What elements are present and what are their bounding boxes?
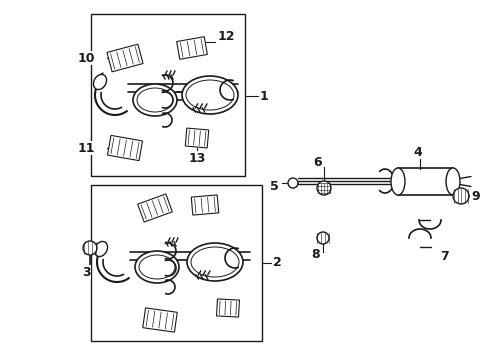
Circle shape <box>316 232 328 244</box>
Ellipse shape <box>133 84 177 116</box>
Circle shape <box>452 188 468 204</box>
Ellipse shape <box>137 88 173 112</box>
Polygon shape <box>185 128 208 148</box>
Polygon shape <box>176 37 207 59</box>
Ellipse shape <box>93 75 106 90</box>
Text: 13: 13 <box>188 152 205 165</box>
Text: 4: 4 <box>413 145 422 158</box>
Text: 10: 10 <box>77 51 95 64</box>
Ellipse shape <box>182 76 238 114</box>
Polygon shape <box>191 195 218 215</box>
Ellipse shape <box>94 242 107 257</box>
Ellipse shape <box>139 255 175 279</box>
Text: 3: 3 <box>82 266 90 279</box>
Bar <box>91 14 244 176</box>
Text: 11: 11 <box>77 141 95 154</box>
Circle shape <box>316 181 330 195</box>
Ellipse shape <box>390 168 404 195</box>
Ellipse shape <box>135 251 179 283</box>
Text: 1: 1 <box>260 90 268 103</box>
Text: 2: 2 <box>272 256 281 270</box>
Text: 8: 8 <box>311 248 320 261</box>
Circle shape <box>83 241 97 255</box>
Polygon shape <box>138 194 172 222</box>
Text: 9: 9 <box>470 189 479 202</box>
Polygon shape <box>142 308 177 332</box>
Ellipse shape <box>445 168 459 195</box>
Ellipse shape <box>186 243 243 281</box>
Text: 6: 6 <box>313 156 322 168</box>
Ellipse shape <box>185 80 234 110</box>
Bar <box>397 168 452 195</box>
Polygon shape <box>107 135 142 161</box>
Polygon shape <box>107 44 143 72</box>
Circle shape <box>287 178 297 188</box>
Ellipse shape <box>191 247 239 277</box>
Text: 5: 5 <box>269 180 278 193</box>
Text: 7: 7 <box>439 251 448 264</box>
Bar <box>91 185 262 341</box>
Text: 12: 12 <box>218 31 235 44</box>
Polygon shape <box>216 299 239 317</box>
